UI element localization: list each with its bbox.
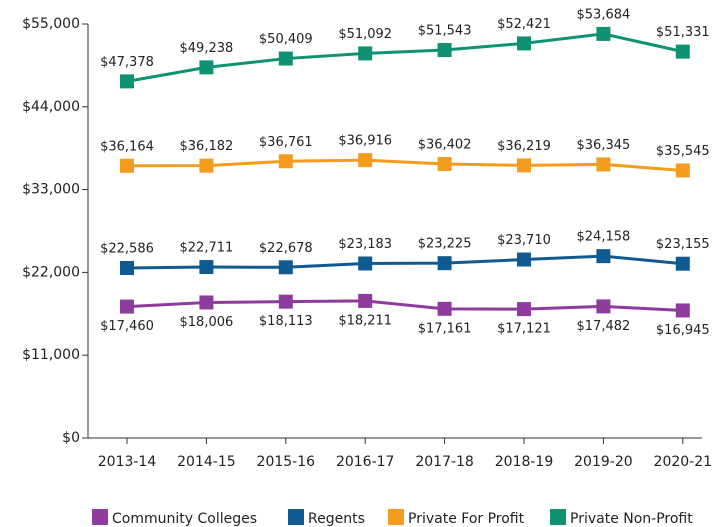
x-tick-label: 2015-16 — [257, 454, 316, 470]
point — [437, 43, 452, 58]
point — [675, 303, 690, 318]
data-label: $16,945 — [656, 323, 710, 338]
data-label: $51,092 — [338, 27, 392, 42]
data-label: $23,710 — [497, 233, 551, 248]
x-tick-label: 2014-15 — [177, 454, 236, 470]
point — [517, 252, 531, 267]
legend-swatch — [92, 509, 108, 525]
data-label: $22,586 — [100, 241, 154, 256]
x-tick-label: 2019-20 — [574, 454, 633, 470]
x-tick-label: 2020-21 — [654, 454, 713, 470]
data-label: $49,238 — [180, 41, 234, 56]
point — [278, 260, 293, 275]
point — [358, 293, 373, 308]
point — [120, 74, 134, 89]
point — [120, 299, 134, 314]
data-label: $17,482 — [577, 319, 631, 334]
y-tick-label: $22,000 — [22, 264, 80, 280]
y-tick-label: $55,000 — [22, 16, 80, 32]
data-label: $24,158 — [577, 230, 631, 245]
point — [517, 302, 531, 317]
legend-swatch — [550, 509, 566, 525]
y-tick-label: $11,000 — [22, 347, 80, 363]
series-line — [126, 299, 683, 312]
point — [199, 158, 214, 173]
point — [278, 294, 293, 309]
point — [199, 260, 214, 275]
point — [278, 51, 293, 66]
point — [675, 163, 690, 178]
data-label: $23,155 — [656, 237, 710, 252]
legend-label: Regents — [308, 511, 365, 527]
x-tick-label: 2016-17 — [336, 454, 395, 470]
data-label: $18,211 — [338, 313, 392, 328]
data-label: $36,916 — [338, 134, 392, 149]
y-tick-label: $44,000 — [22, 99, 80, 115]
point — [596, 26, 611, 41]
x-tick-label: 2013-14 — [98, 454, 157, 470]
data-label: $52,421 — [497, 17, 551, 32]
y-tick-label: $0 — [62, 430, 80, 446]
legend-label: Community Colleges — [112, 511, 257, 527]
data-label: $17,121 — [497, 322, 551, 337]
data-label: $36,182 — [180, 139, 234, 154]
data-label: $18,113 — [259, 314, 313, 329]
data-label: $36,219 — [497, 139, 551, 154]
legend-swatch — [288, 509, 304, 525]
data-label: $36,761 — [259, 135, 313, 150]
data-label: $35,545 — [656, 144, 710, 159]
y-tick-label: $33,000 — [22, 182, 80, 198]
series-line — [126, 158, 683, 172]
point — [675, 256, 690, 271]
data-label: $36,345 — [577, 138, 631, 153]
data-label: $23,225 — [418, 237, 472, 252]
point — [120, 158, 134, 173]
data-label: $23,183 — [338, 237, 392, 252]
series-line — [126, 254, 683, 270]
point — [675, 44, 690, 59]
data-label: $50,409 — [259, 32, 313, 47]
data-label: $17,460 — [100, 319, 154, 334]
point — [517, 158, 531, 173]
legend-swatch — [388, 509, 404, 525]
point — [358, 256, 373, 271]
x-tick-label: 2018-19 — [495, 454, 554, 470]
point — [596, 249, 611, 264]
legend-label: Private Non-Profit — [570, 511, 693, 527]
point — [199, 295, 214, 310]
data-label: $22,711 — [180, 241, 234, 256]
point — [517, 36, 531, 51]
x-tick-label: 2017-18 — [415, 454, 474, 470]
point — [437, 301, 452, 316]
point — [596, 299, 611, 314]
data-label: $36,402 — [418, 137, 472, 152]
data-label: $22,678 — [259, 241, 313, 256]
point — [358, 153, 373, 168]
point — [596, 157, 611, 172]
legend-label: Private For Profit — [408, 511, 525, 527]
data-label: $47,378 — [100, 55, 154, 70]
data-label: $53,684 — [577, 7, 631, 22]
data-label: $18,006 — [180, 315, 234, 330]
point — [358, 46, 373, 61]
data-label: $36,164 — [100, 139, 154, 154]
data-label: $17,161 — [418, 321, 472, 336]
point — [437, 256, 452, 271]
data-label: $51,331 — [656, 25, 710, 40]
point — [199, 60, 214, 75]
data-label: $51,543 — [418, 24, 472, 39]
series-line — [126, 32, 684, 83]
point — [437, 156, 452, 171]
point — [278, 154, 293, 169]
point — [120, 260, 134, 275]
